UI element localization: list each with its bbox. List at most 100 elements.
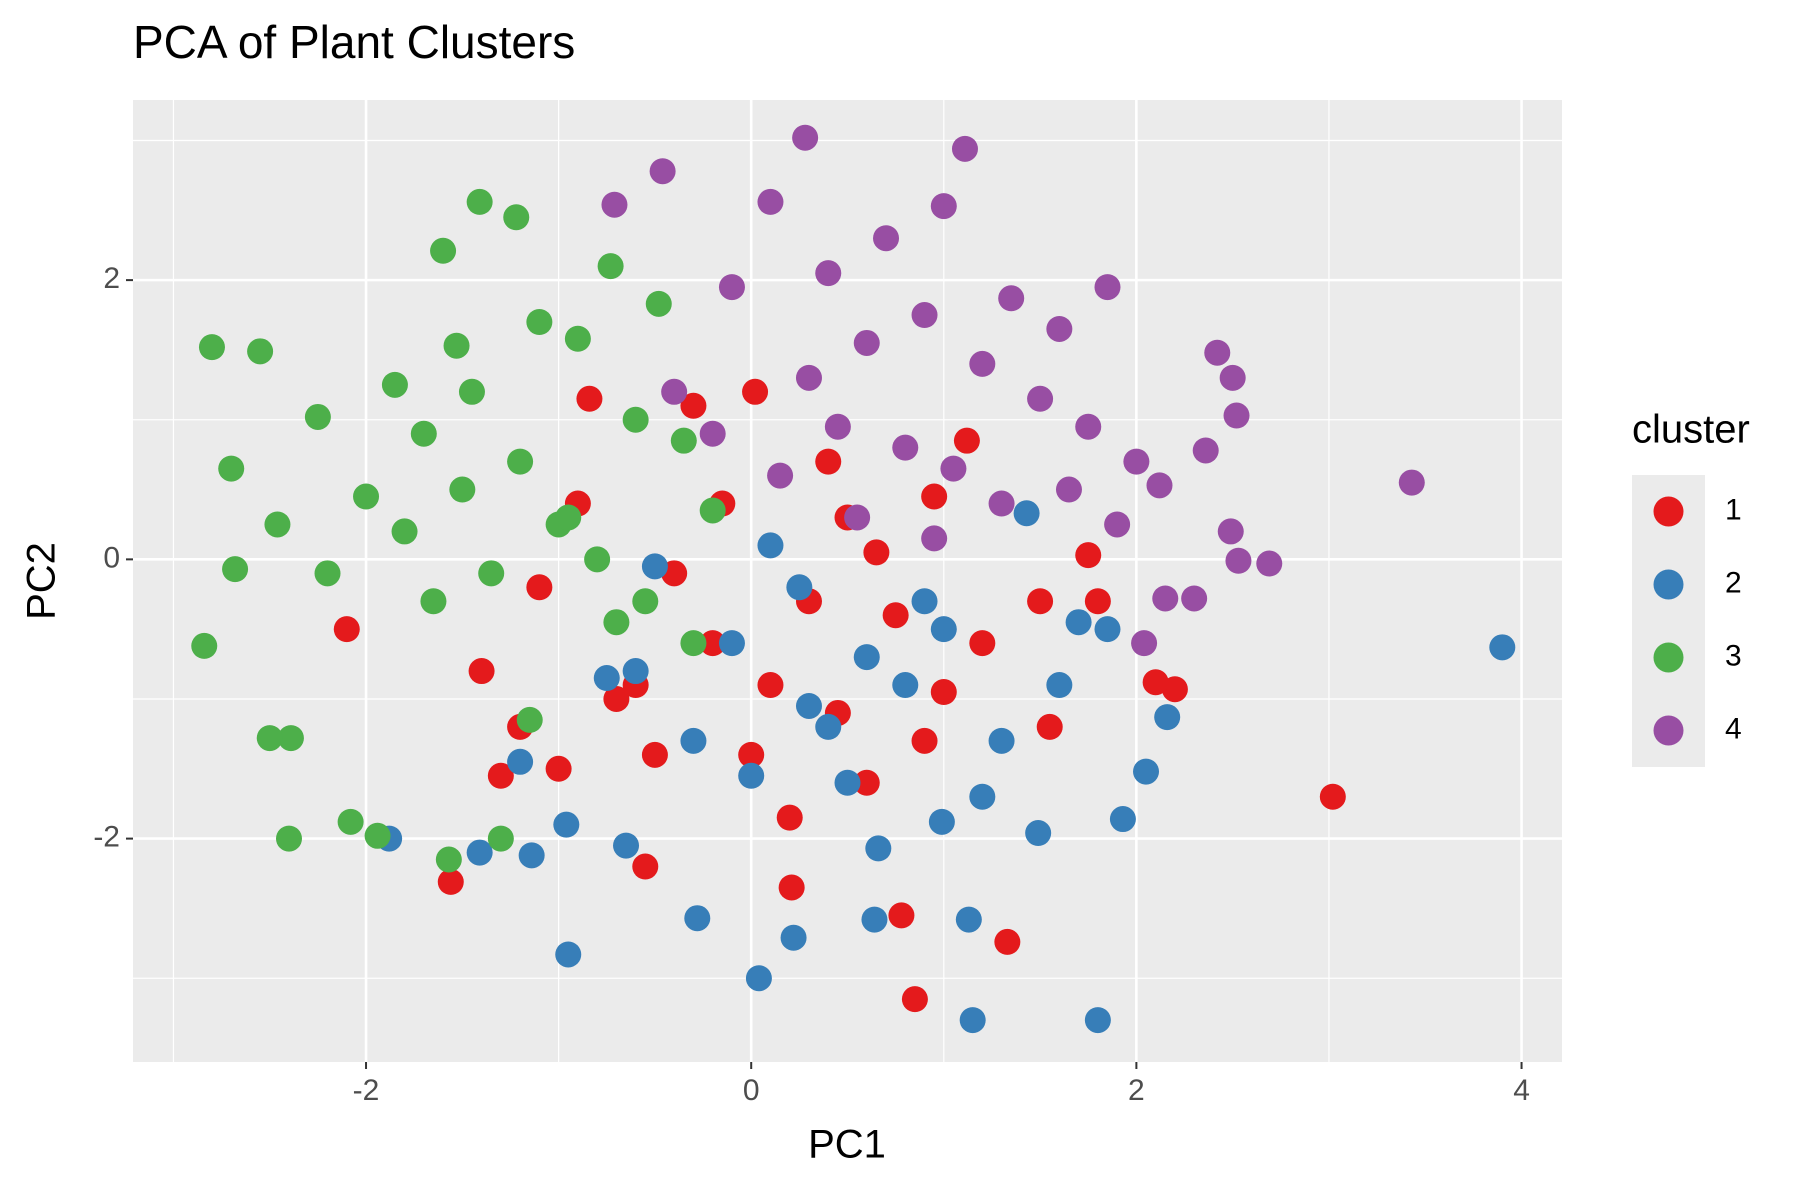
point [1204,339,1231,366]
point [645,290,672,317]
point [757,672,784,699]
point [1398,469,1425,496]
point [1152,585,1179,612]
x-axis-title: PC1 [808,1123,886,1167]
point [420,588,447,615]
point [680,727,707,754]
point [555,941,582,968]
point [988,490,1015,517]
point [1219,364,1246,391]
point [901,986,928,1013]
point [526,309,553,335]
point [786,574,813,601]
point [437,868,464,895]
point [1146,472,1173,499]
point [593,665,620,692]
point [718,274,745,301]
point [364,822,391,849]
point [969,630,996,657]
point [778,874,805,901]
point [1319,783,1346,810]
point [1181,585,1208,612]
point [844,504,871,531]
point [304,403,331,430]
point [597,253,624,280]
point [430,237,457,264]
point [576,385,603,412]
point [314,560,341,587]
point [466,839,493,866]
point [928,808,955,835]
point [795,692,822,719]
point [198,334,225,361]
y-tick-label: 2 [103,262,120,295]
point [337,808,364,835]
point [853,769,880,796]
point [1223,402,1250,429]
x-tick-label: 4 [1513,1074,1530,1107]
point [466,188,493,215]
point [468,658,495,685]
point [256,725,283,752]
legend-marker [1653,642,1684,673]
point [863,539,890,566]
point [275,825,302,852]
point [680,630,707,657]
point [853,644,880,671]
point [487,762,514,789]
point [1489,634,1516,661]
point [767,462,794,489]
point [699,630,726,657]
point [1133,758,1160,785]
point [1075,542,1102,569]
point [853,329,880,356]
point [969,783,996,810]
point [780,924,807,951]
point [680,392,707,419]
point [911,727,938,754]
point [1013,500,1040,527]
point [921,525,948,552]
point [584,546,611,573]
point [333,616,360,643]
point [1094,274,1121,301]
point [684,905,711,932]
point [795,364,822,391]
point [443,332,470,359]
point [1046,672,1073,699]
point [613,832,640,859]
point [1084,1007,1111,1034]
point [738,762,765,789]
point [865,835,892,862]
point [1027,588,1054,615]
point [699,420,726,447]
point [545,755,572,782]
legend-label: 1 [1725,493,1742,526]
point [222,556,249,583]
point [815,448,842,475]
point [953,427,980,454]
point [603,685,630,712]
point [478,560,505,587]
point [622,406,649,433]
point [553,811,580,838]
point [661,378,688,405]
point [526,574,553,601]
point [518,842,545,869]
point [930,193,957,220]
point [601,191,628,218]
point [1065,609,1092,636]
y-tick-label: 0 [103,541,120,574]
point [951,135,978,162]
point [1256,550,1283,577]
point [381,371,408,398]
point [921,483,948,510]
point [277,725,304,752]
point [959,1007,986,1034]
legend-marker [1653,569,1684,600]
point [757,188,784,215]
point [861,906,888,933]
point [391,518,418,545]
point [718,630,745,657]
